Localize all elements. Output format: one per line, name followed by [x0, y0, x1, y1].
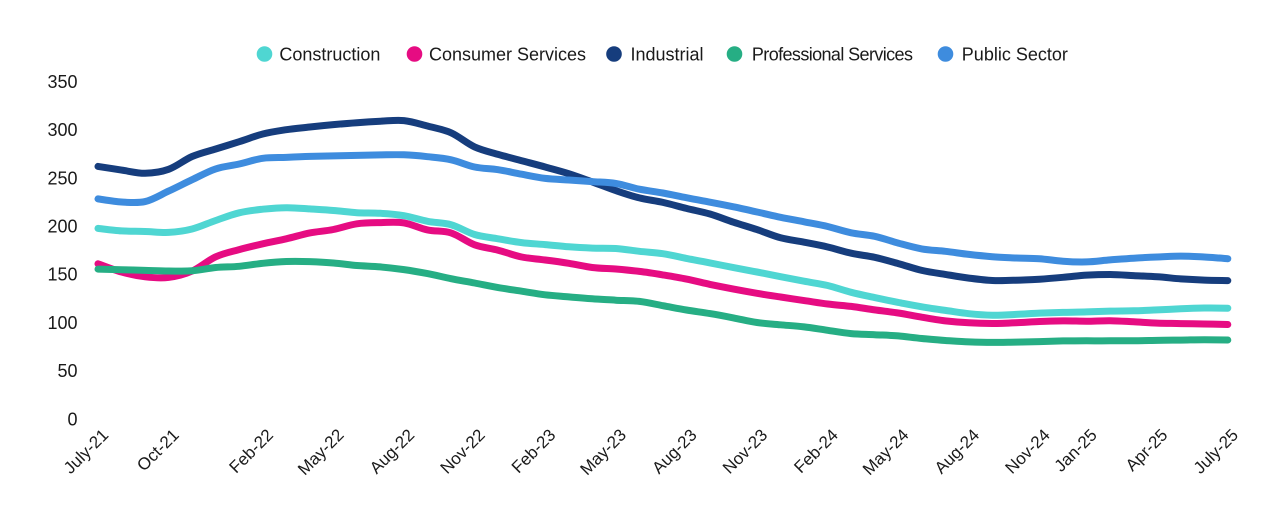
svg-text:Apr-25: Apr-25 — [1122, 425, 1172, 475]
svg-text:Feb-24: Feb-24 — [790, 425, 842, 477]
svg-text:July-25: July-25 — [1190, 425, 1242, 477]
svg-text:Jan-25: Jan-25 — [1051, 425, 1101, 475]
svg-text:150: 150 — [47, 265, 77, 285]
svg-text:Consumer Services: Consumer Services — [429, 44, 586, 64]
svg-text:May-24: May-24 — [859, 425, 913, 479]
svg-text:0: 0 — [67, 409, 77, 429]
svg-text:July-21: July-21 — [60, 425, 112, 477]
svg-text:Feb-23: Feb-23 — [508, 425, 560, 477]
svg-text:Construction: Construction — [279, 44, 380, 64]
svg-text:Nov-23: Nov-23 — [719, 425, 771, 477]
svg-text:100: 100 — [47, 313, 77, 333]
svg-text:Feb-22: Feb-22 — [225, 425, 277, 477]
svg-text:200: 200 — [47, 217, 77, 237]
svg-text:May-23: May-23 — [577, 425, 631, 479]
svg-text:May-22: May-22 — [294, 425, 348, 479]
svg-text:50: 50 — [57, 361, 77, 381]
svg-text:Aug-24: Aug-24 — [931, 425, 983, 477]
svg-text:300: 300 — [47, 120, 77, 140]
svg-text:350: 350 — [47, 72, 77, 92]
svg-text:Nov-24: Nov-24 — [1002, 425, 1054, 477]
svg-text:Professional Services: Professional Services — [752, 44, 913, 64]
svg-text:Aug-23: Aug-23 — [648, 425, 700, 477]
svg-text:Oct-21: Oct-21 — [133, 425, 183, 475]
svg-text:Nov-22: Nov-22 — [437, 425, 489, 477]
svg-text:250: 250 — [47, 168, 77, 188]
svg-text:Public Sector: Public Sector — [962, 44, 1068, 64]
svg-text:Aug-22: Aug-22 — [366, 425, 418, 477]
svg-text:Industrial: Industrial — [631, 44, 704, 64]
